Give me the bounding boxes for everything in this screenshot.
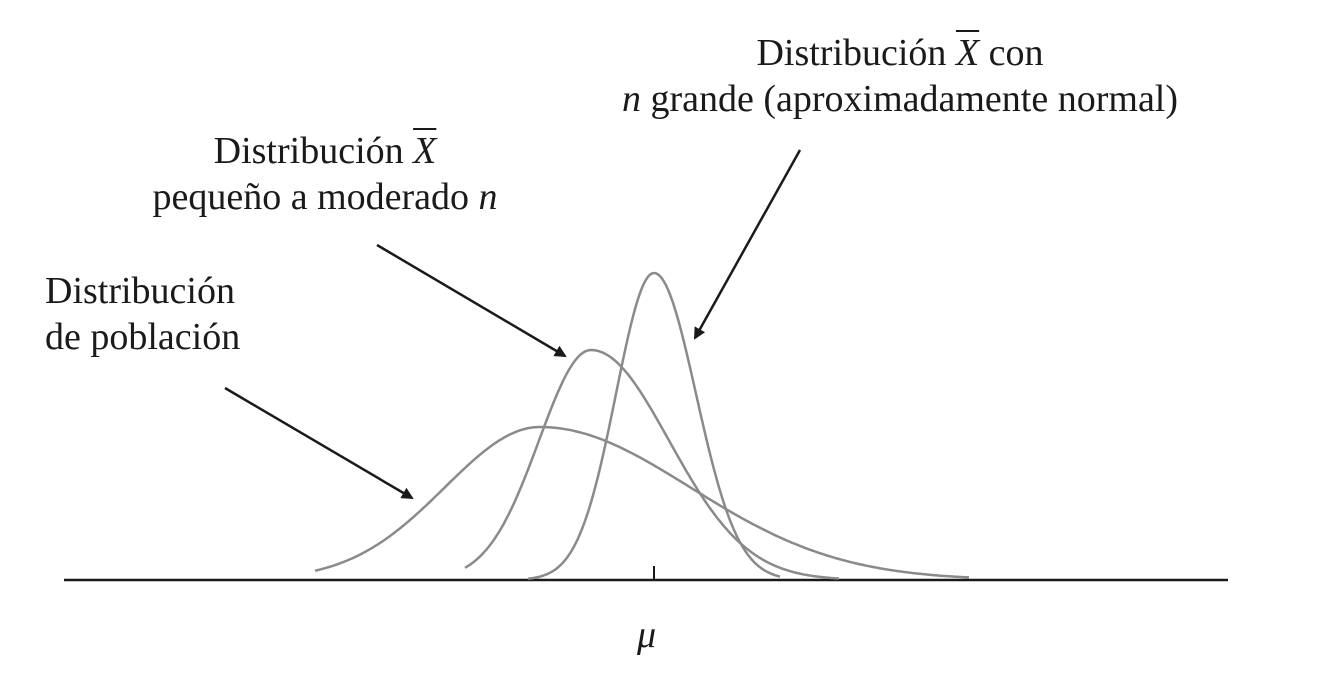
n-symbol: n [621,78,641,120]
small-n-label-line1: Distribución X [120,128,530,174]
large-n-label-prefix: Distribución [756,32,947,74]
small-n-sampling-distribution-curve [464,348,840,580]
xbar-symbol: X [955,32,980,74]
large-n-label-text: grande (aproximadamente normal) [650,78,1179,120]
small-n-label-line2: pequeño a moderado n [120,174,530,220]
small-n-arrow [376,243,567,358]
large-n-label-line1: Distribución X con [590,30,1210,76]
xbar-symbol: X [413,130,437,172]
large-n-label-line2: n grande (aproximadamente normal) [590,76,1210,122]
large-n-label: Distribución X con n grande (aproximadam… [590,30,1210,122]
mu-label: μ [637,614,657,656]
small-n-label-text: pequeño a moderado [152,176,470,218]
population-label: Distribución de población [45,268,240,360]
population-distribution-curve [314,425,970,579]
small-n-label: Distribución X pequeño a moderado n [120,128,530,220]
large-n-label-con: con [988,32,1044,74]
n-symbol: n [478,176,498,218]
population-label-line1: Distribución [45,270,235,312]
small-n-label-prefix: Distribución [213,130,404,172]
population-arrow [224,386,414,500]
large-n-arrow [693,149,802,340]
population-label-line2: de población [45,316,241,358]
large-n-sampling-distribution-curve [527,271,781,580]
